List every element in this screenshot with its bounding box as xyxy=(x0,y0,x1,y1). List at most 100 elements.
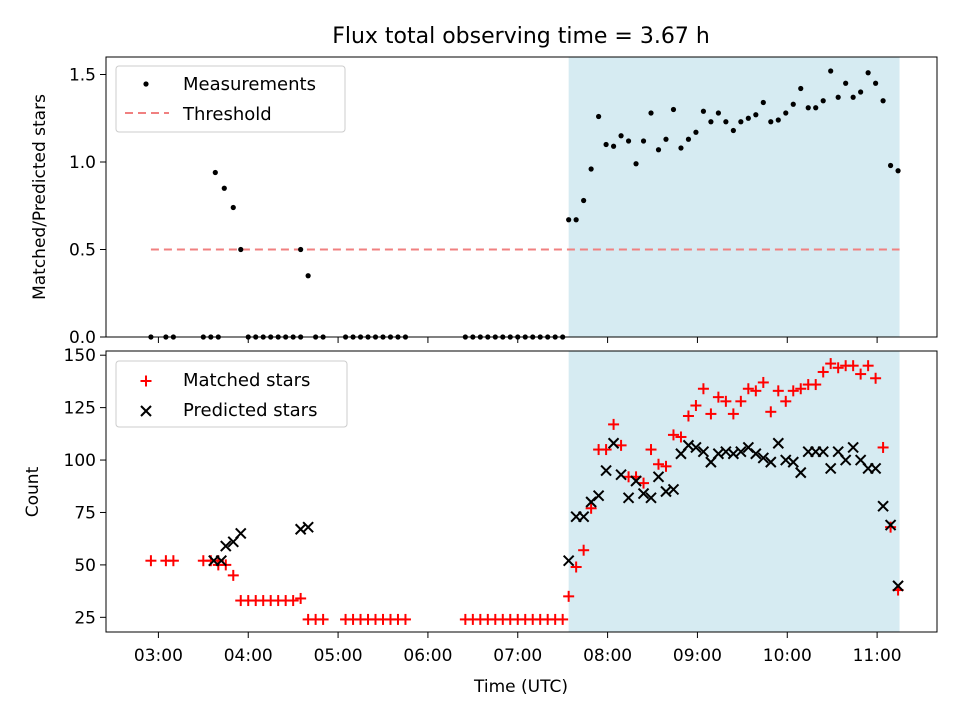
matched-star-point xyxy=(653,458,665,470)
top-highlight-span xyxy=(568,57,900,337)
x-tick-label: 03:00 xyxy=(134,646,183,666)
measurement-point xyxy=(843,80,849,86)
chart-title: Flux total observing time = 3.67 h xyxy=(332,24,710,49)
predicted-star-point xyxy=(607,437,620,449)
matched-star-point xyxy=(817,366,829,378)
top-panel: 0.0 0.5 1.0 1.5 Matched/Predicted stars Mea… xyxy=(30,56,938,348)
measurement-points xyxy=(148,68,901,340)
top-y-axis-label: Matched/Predicted stars xyxy=(30,94,50,300)
x-tick-label: 08:00 xyxy=(583,646,632,666)
measurement-point xyxy=(828,68,834,74)
measurement-point xyxy=(745,115,751,121)
matched-star-point xyxy=(600,444,612,456)
measurement-point xyxy=(610,143,617,149)
legend-matched-plus xyxy=(140,375,152,387)
predicted-star-point xyxy=(757,452,770,464)
predicted-star-point xyxy=(892,580,904,592)
bottom-x-axis-ticks: 03:00 04:00 05:00 06:00 07:00 08:00 09:00 10:00… xyxy=(134,632,902,666)
measurement-point xyxy=(880,98,886,104)
predicted-star-point xyxy=(215,554,227,567)
predicted-star-point xyxy=(622,492,635,504)
predicted-star-point xyxy=(637,487,650,500)
bottom-legend-box xyxy=(115,360,348,428)
matched-star-point xyxy=(690,400,702,412)
bottom-y-axis-label: Count xyxy=(23,466,43,517)
measurement-point xyxy=(588,166,594,172)
measurement-point xyxy=(221,185,227,191)
y-tick-label: 0.5 xyxy=(69,241,96,261)
measurement-point xyxy=(887,162,894,169)
legend-measurements-marker xyxy=(143,81,149,87)
predicted-star-point xyxy=(652,471,665,483)
measurement-point xyxy=(760,99,766,106)
measurement-point xyxy=(753,112,759,118)
measurement-point xyxy=(238,246,244,253)
matched-star-point xyxy=(167,555,179,567)
y-tick-label: 25 xyxy=(74,608,96,628)
measurement-point xyxy=(678,145,684,151)
legend-measurements-label: Measurements xyxy=(183,74,316,95)
measurement-point xyxy=(663,136,669,142)
matched-star-point xyxy=(757,376,769,388)
measurement-point xyxy=(873,80,879,86)
measurement-point xyxy=(212,169,218,176)
matched-star-point xyxy=(750,385,762,397)
matched-star-point xyxy=(287,595,299,607)
top-legend: Measurements Threshold xyxy=(115,65,346,133)
measurement-point xyxy=(230,204,236,211)
predicted-star-point xyxy=(765,456,777,468)
matched-star-point xyxy=(557,613,569,625)
matched-star-point xyxy=(295,592,307,604)
predicted-star-point xyxy=(577,510,590,523)
bottom-plot-frame xyxy=(105,350,938,633)
bottom-y-axis-ticks: 25 50 75 100 125 150 xyxy=(64,346,106,628)
x-tick-label: 06:00 xyxy=(403,646,452,666)
top-y-axis-ticks: 0.0 0.5 1.0 1.5 xyxy=(69,66,106,348)
measurement-point xyxy=(625,138,632,144)
predicted-star-point xyxy=(824,462,837,475)
measurement-point xyxy=(581,197,587,204)
y-tick-label: 0.0 xyxy=(69,328,96,348)
y-tick-label: 50 xyxy=(74,556,96,576)
measurement-point xyxy=(895,168,901,174)
measurement-point xyxy=(573,217,579,223)
matched-star-point xyxy=(847,360,859,372)
predicted-star-point xyxy=(302,521,314,533)
measurement-point xyxy=(730,127,736,134)
predicted-star-point xyxy=(615,469,627,481)
y-tick-label: 75 xyxy=(74,503,96,523)
matched-star-point xyxy=(682,410,694,422)
y-tick-label: 1.0 xyxy=(69,153,96,173)
measurement-point xyxy=(738,119,744,125)
measurement-point xyxy=(566,217,572,223)
matched-star-point xyxy=(645,444,657,456)
x-tick-label: 04:00 xyxy=(224,646,273,666)
measurement-point xyxy=(723,119,729,125)
matched-star-point xyxy=(720,395,732,407)
bottom-legend: Matched stars Predicted stars xyxy=(115,360,348,428)
matched-star-point xyxy=(810,379,822,391)
measurement-point xyxy=(850,94,856,100)
matched-star-point xyxy=(660,460,672,472)
measurement-point xyxy=(813,105,819,111)
matched-star-point xyxy=(697,383,709,395)
measurement-point xyxy=(715,110,721,116)
legend-matched-marker xyxy=(140,375,152,387)
matched-star-point xyxy=(570,561,582,573)
measurement-point xyxy=(298,246,304,253)
predicted-star-point xyxy=(795,466,807,479)
predicted-star-point xyxy=(817,445,829,458)
top-x-axis-ticks xyxy=(157,337,878,343)
measurement-point xyxy=(640,138,647,144)
predicted-star-point xyxy=(667,483,680,496)
matched-star-point xyxy=(735,395,747,407)
predicted-star-point xyxy=(630,475,642,487)
predicted-star-point xyxy=(600,464,612,477)
measurement-point xyxy=(305,273,311,279)
predicted-star-point xyxy=(562,554,575,567)
matched-star-point xyxy=(885,521,897,533)
x-tick-label: 11:00 xyxy=(853,646,902,666)
measurement-point xyxy=(768,119,774,125)
x-tick-label: 10:00 xyxy=(763,646,812,666)
